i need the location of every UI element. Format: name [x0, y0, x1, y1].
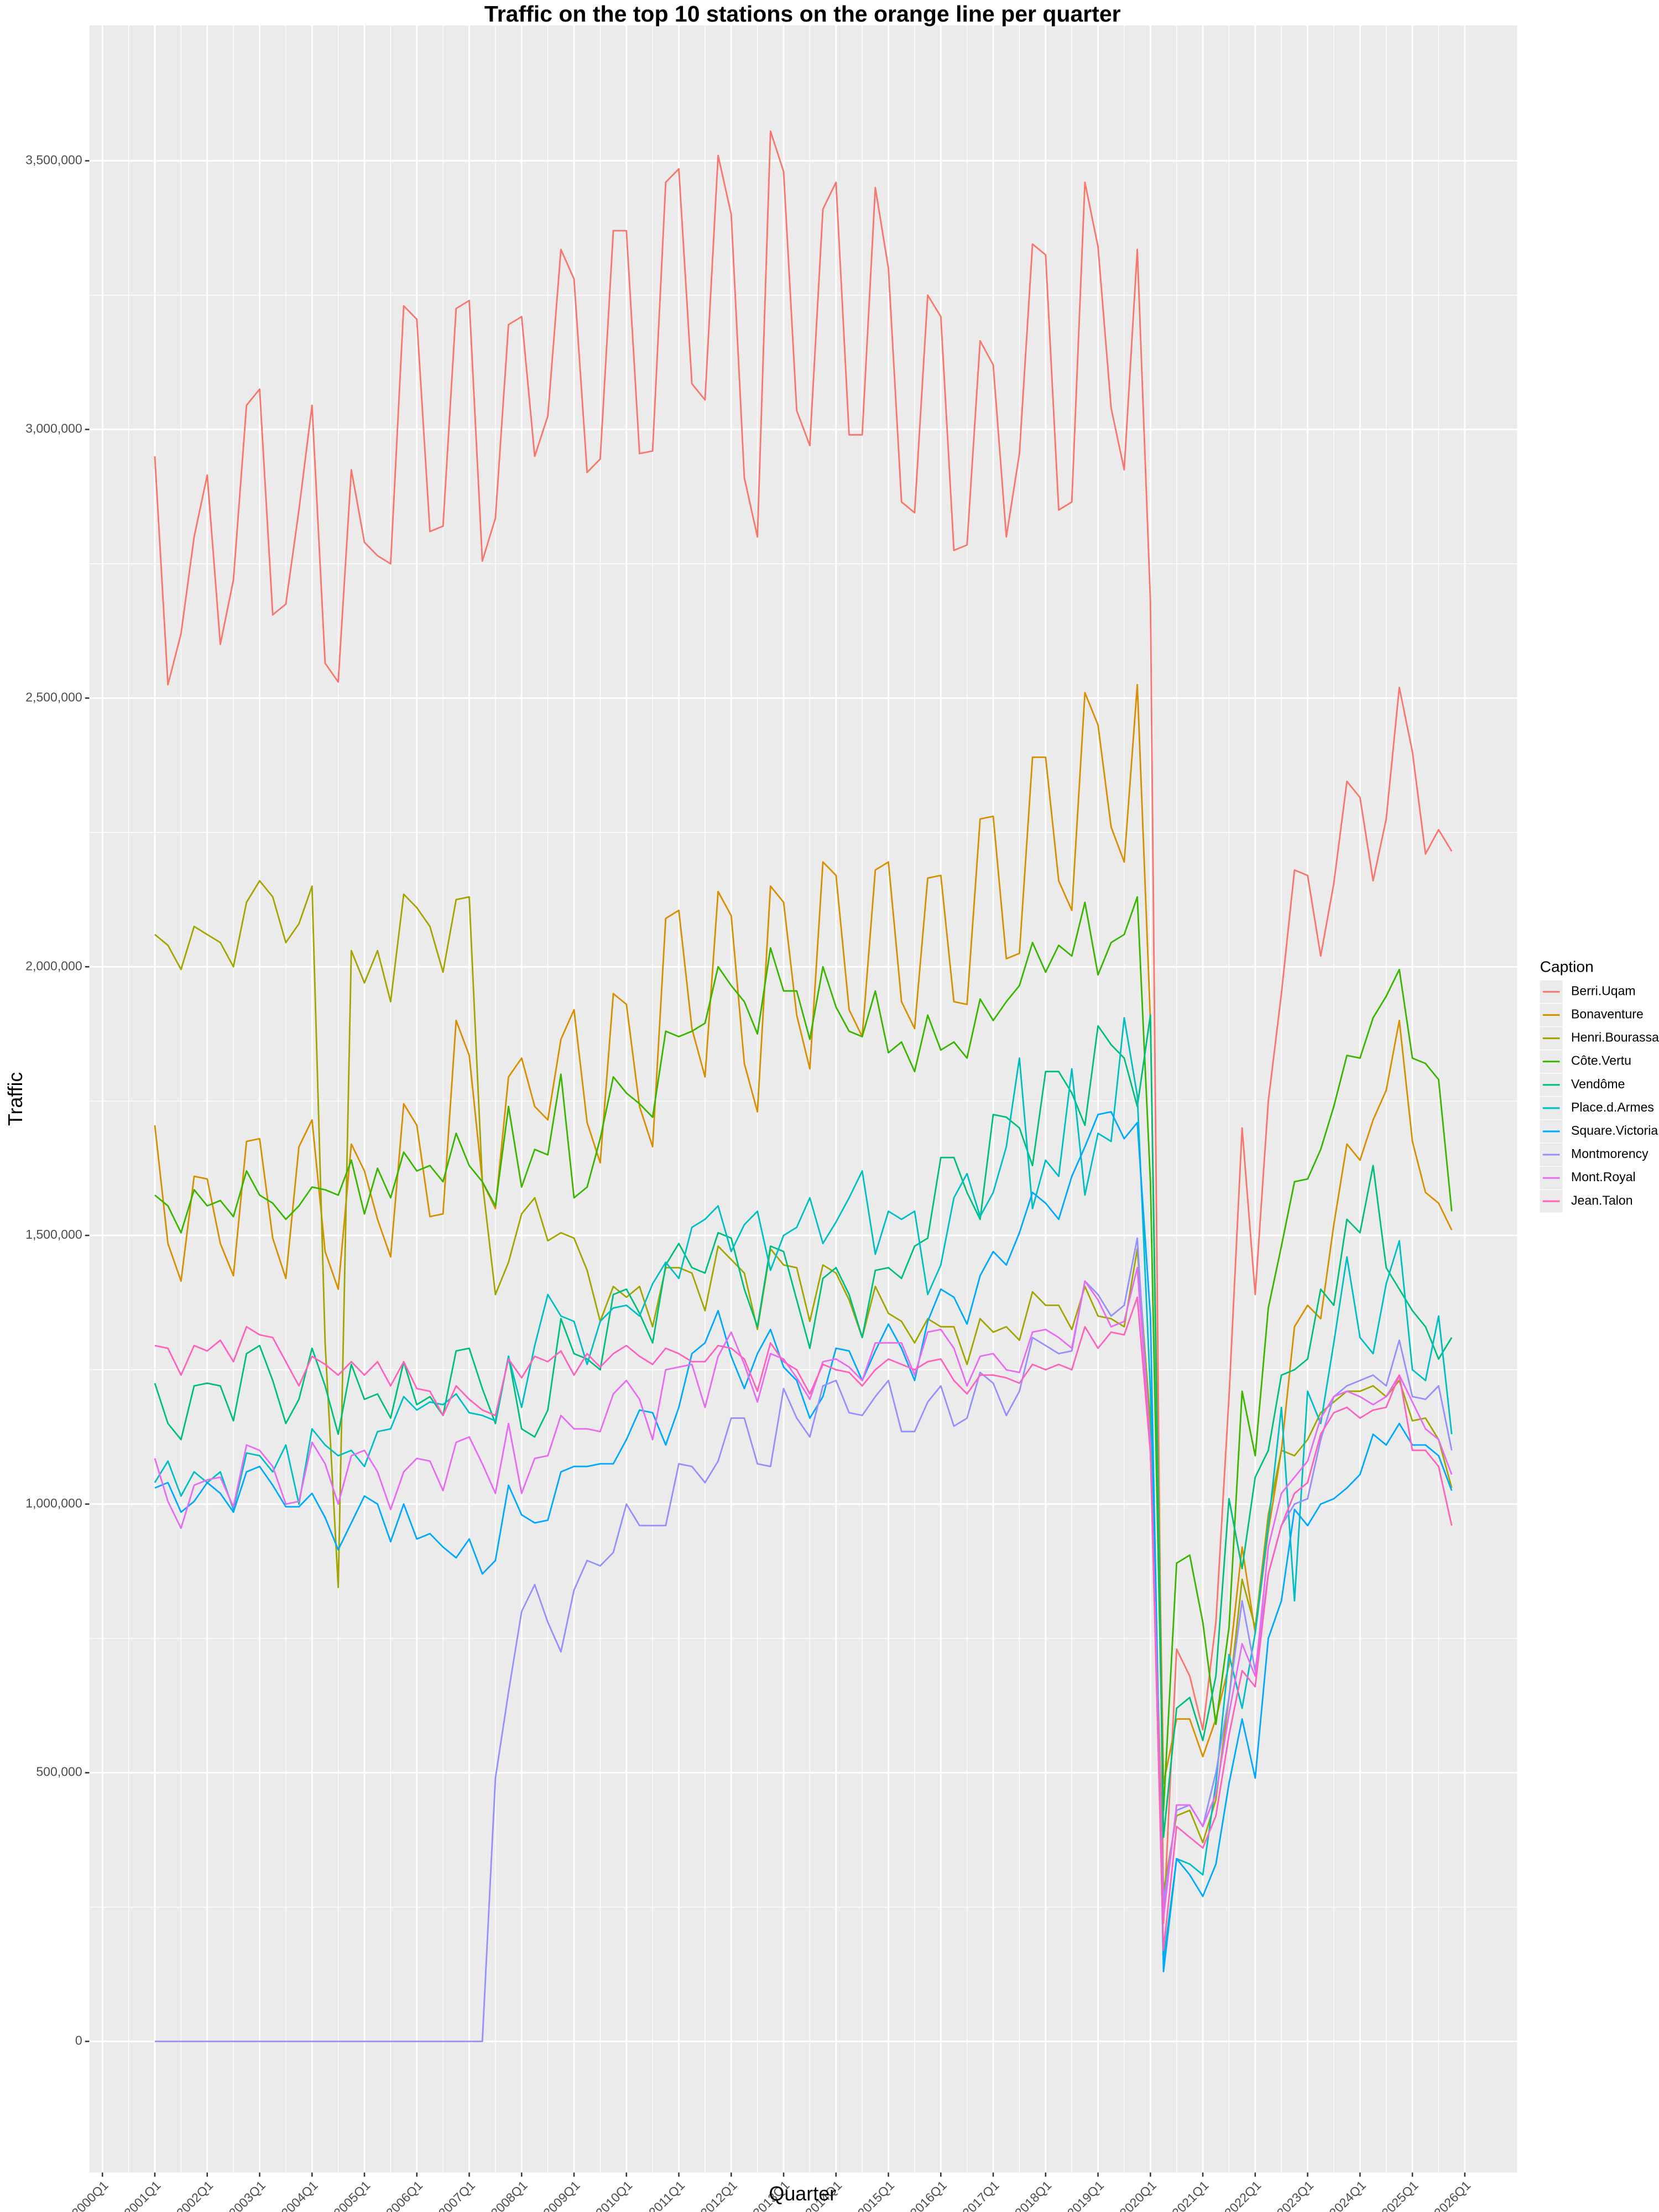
series-line [154, 880, 1453, 1892]
legend-label: Mont.Royal [1571, 1170, 1636, 1184]
lines [154, 130, 1453, 2042]
legend: Caption Berri.Uqam Bonaventure Henri.Boura… [1540, 958, 1659, 1213]
panel [89, 25, 1517, 2173]
legend-title: Caption [1540, 958, 1594, 975]
series-line [154, 684, 1453, 1785]
legend-label: Côte.Vertu [1571, 1053, 1631, 1068]
legend-label: Vendôme [1571, 1077, 1625, 1091]
y-tick-label: 500,000 [36, 1765, 82, 1779]
series-line [154, 896, 1453, 1812]
series-line [154, 1111, 1453, 1973]
y-tick-label: 1,500,000 [25, 1227, 82, 1241]
legend-label: Bonaventure [1571, 1007, 1644, 1021]
series-line [154, 130, 1453, 1924]
legend-label: Square.Victoria [1571, 1123, 1658, 1138]
legend-label: Berri.Uqam [1571, 983, 1636, 998]
series-line [154, 1237, 1453, 2042]
y-tick-label: 3,000,000 [25, 421, 82, 436]
legend-label: Henri.Bourassa [1571, 1030, 1659, 1045]
y-tick-label: 3,500,000 [25, 153, 82, 167]
y-tick-label: 0 [75, 2033, 82, 2048]
legend-label: Place.d.Armes [1571, 1100, 1654, 1114]
grid [89, 25, 1517, 2173]
series-line [154, 1296, 1453, 1951]
y-axis-title: Traffic [4, 1072, 27, 1126]
series-line [154, 1014, 1453, 1838]
legend-label: Jean.Talon [1571, 1193, 1633, 1207]
y-tick-label: 1,000,000 [25, 1496, 82, 1510]
chart-title: Traffic on the top 10 stations on the or… [484, 1, 1121, 27]
legend-label: Montmorency [1571, 1146, 1648, 1161]
y-tick-label: 2,500,000 [25, 690, 82, 705]
x-axis-title: Quarter [769, 2183, 836, 2205]
series-line [154, 1266, 1453, 1919]
y-tick-label: 2,000,000 [25, 958, 82, 973]
